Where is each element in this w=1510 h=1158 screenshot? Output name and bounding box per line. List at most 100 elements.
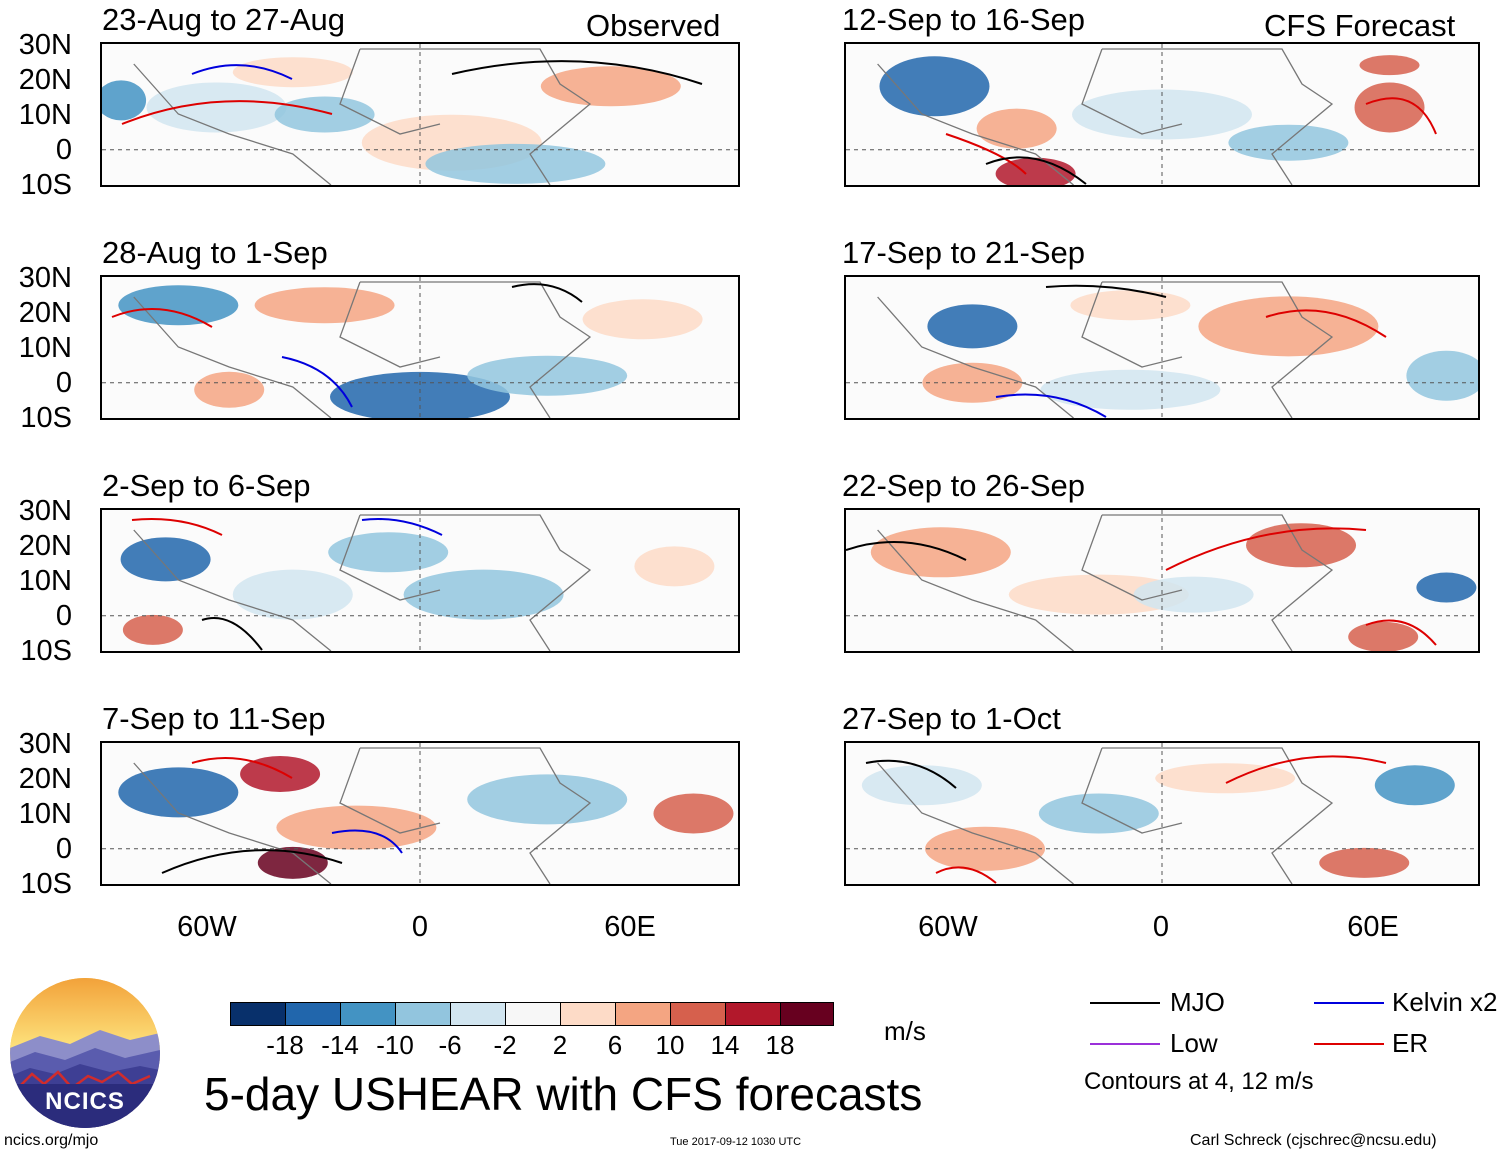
legend-swatch-kelvin <box>1314 1002 1384 1004</box>
colorbar-swatch <box>725 1002 781 1026</box>
shear-anomaly-blob <box>879 56 990 117</box>
coastline <box>877 514 1334 651</box>
lat-label: 20N <box>18 530 72 562</box>
lat-label: 10S <box>20 868 72 900</box>
wave-contour <box>1165 527 1367 571</box>
shear-anomaly-blob <box>927 304 1018 349</box>
lon-label-right-0: 0 <box>1152 911 1170 943</box>
lat-label: 10S <box>20 635 72 667</box>
lat-label: 30N <box>18 262 72 294</box>
colorbar-tick: 10 <box>655 1030 685 1060</box>
colorbar-units: m/s <box>884 1016 926 1046</box>
panel-title-7: 7-Sep to 11-Sep <box>102 701 326 736</box>
map-graphic <box>846 277 1478 418</box>
wave-contour <box>121 100 333 125</box>
footer-url: ncics.org/mjo <box>4 1132 99 1149</box>
colorbar-swatch <box>615 1002 671 1026</box>
shear-anomaly-blob <box>976 108 1057 149</box>
shear-anomaly-blob <box>1406 350 1478 401</box>
wave-contour <box>281 356 353 408</box>
colorbar-swatch <box>340 1002 396 1026</box>
map-graphic <box>102 743 738 884</box>
wave-contour <box>995 393 1107 418</box>
wave-contour <box>1365 619 1437 646</box>
legend-label-low: Low <box>1170 1028 1218 1058</box>
shear-anomaly-blob <box>232 569 353 620</box>
coastline <box>877 747 1334 884</box>
lat-label: 10S <box>20 169 72 201</box>
colorbar-tick: -2 <box>493 1030 517 1060</box>
wave-contour <box>985 156 1087 185</box>
colorbar-tick: -14 <box>321 1030 359 1060</box>
map-panel-5 <box>100 508 740 653</box>
shear-anomaly-blob <box>194 371 265 408</box>
colorbar-tick: 2 <box>552 1030 568 1060</box>
shear-anomaly-blob <box>540 66 681 107</box>
contours-note: Contours at 4, 12 m/s <box>1084 1068 1314 1095</box>
coastline <box>133 281 592 418</box>
shear-anomaly-blob <box>1374 765 1455 806</box>
map-panel-2 <box>844 42 1480 187</box>
wave-contour <box>131 518 223 536</box>
shear-anomaly-blob <box>922 362 1023 403</box>
colorbar-swatch <box>560 1002 616 1026</box>
shear-anomaly-blob <box>1319 847 1410 878</box>
colorbar-tick: -18 <box>266 1030 304 1060</box>
lat-label: 30N <box>18 29 72 61</box>
shear-anomaly-blob <box>425 143 606 184</box>
colorbar-swatch <box>505 1002 561 1026</box>
wave-contour <box>361 518 443 536</box>
shear-anomaly-blob <box>120 537 211 582</box>
lon-label-left-60w: 60W <box>177 911 237 943</box>
lat-label: 10N <box>18 332 72 364</box>
map-graphic <box>846 44 1478 185</box>
wave-contour <box>846 541 967 561</box>
shear-anomaly-blob <box>1228 124 1349 161</box>
shear-anomaly-blob <box>1133 576 1254 613</box>
shear-anomaly-blob <box>1348 621 1419 651</box>
lat-label: 20N <box>18 64 72 96</box>
colorbar-tick: -10 <box>376 1030 414 1060</box>
shear-anomaly-blob <box>1198 296 1379 357</box>
wave-contour <box>201 617 263 651</box>
shear-anomaly-blob <box>995 157 1076 185</box>
coastline <box>133 747 592 884</box>
shear-anomaly-blob <box>467 774 628 825</box>
lon-label-left-60e: 60E <box>604 911 656 943</box>
panel-title-2: 12-Sep to 16-Sep <box>842 2 1086 37</box>
wave-contour <box>451 60 703 85</box>
shear-anomaly-blob <box>582 299 703 340</box>
shear-anomaly-blob <box>1040 369 1221 410</box>
shear-anomaly-blob <box>1416 572 1477 603</box>
shear-anomaly-blob <box>122 614 183 645</box>
panel-title-8: 27-Sep to 1-Oct <box>842 701 1061 736</box>
shear-anomaly-blob <box>240 756 321 793</box>
lon-label-right-60w: 60W <box>918 911 978 943</box>
shear-anomaly-blob <box>1359 55 1420 76</box>
wave-contour <box>1045 284 1167 298</box>
shear-anomaly-blob <box>861 765 982 806</box>
coastline <box>877 281 1334 418</box>
panel-tag-forecast: CFS Forecast <box>1264 8 1456 43</box>
lat-label: 30N <box>18 728 72 760</box>
legend-label-kelvin: Kelvin x2 <box>1392 987 1498 1017</box>
shear-anomaly-blob <box>1038 793 1159 834</box>
coastline <box>133 48 592 185</box>
lat-label: 0 <box>55 600 72 632</box>
lon-label-left-0: 0 <box>411 911 429 943</box>
lat-label: 0 <box>55 134 72 166</box>
ncics-logo: NCICS <box>10 978 160 1128</box>
lat-label: 0 <box>55 367 72 399</box>
shear-anomaly-blob <box>634 546 715 587</box>
colorbar-swatch <box>780 1002 834 1026</box>
legend-swatch-er <box>1314 1043 1384 1045</box>
shear-anomaly-blob <box>328 532 449 573</box>
shear-anomaly-blob <box>1155 763 1296 794</box>
map-panel-6 <box>844 508 1480 653</box>
map-graphic <box>102 510 738 651</box>
lat-label: 0 <box>55 833 72 865</box>
wave-contour <box>865 759 957 789</box>
main-title: 5-day USHEAR with CFS forecasts <box>204 1068 923 1120</box>
legend-swatch-mjo <box>1090 1002 1160 1004</box>
wave-contour <box>111 308 213 328</box>
